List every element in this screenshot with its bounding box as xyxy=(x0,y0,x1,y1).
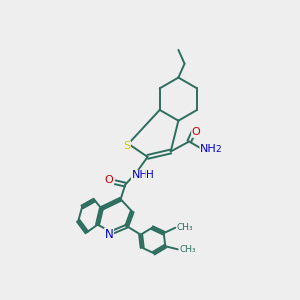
Text: CH₃: CH₃ xyxy=(177,223,194,232)
Text: N: N xyxy=(105,228,113,241)
Text: S: S xyxy=(123,141,130,151)
Text: O: O xyxy=(192,127,200,137)
Text: NH: NH xyxy=(131,170,148,180)
Text: CH₃: CH₃ xyxy=(179,245,196,254)
Text: NH: NH xyxy=(200,144,217,154)
Text: H: H xyxy=(146,170,154,180)
Text: O: O xyxy=(105,175,113,185)
Text: 2: 2 xyxy=(216,145,221,154)
